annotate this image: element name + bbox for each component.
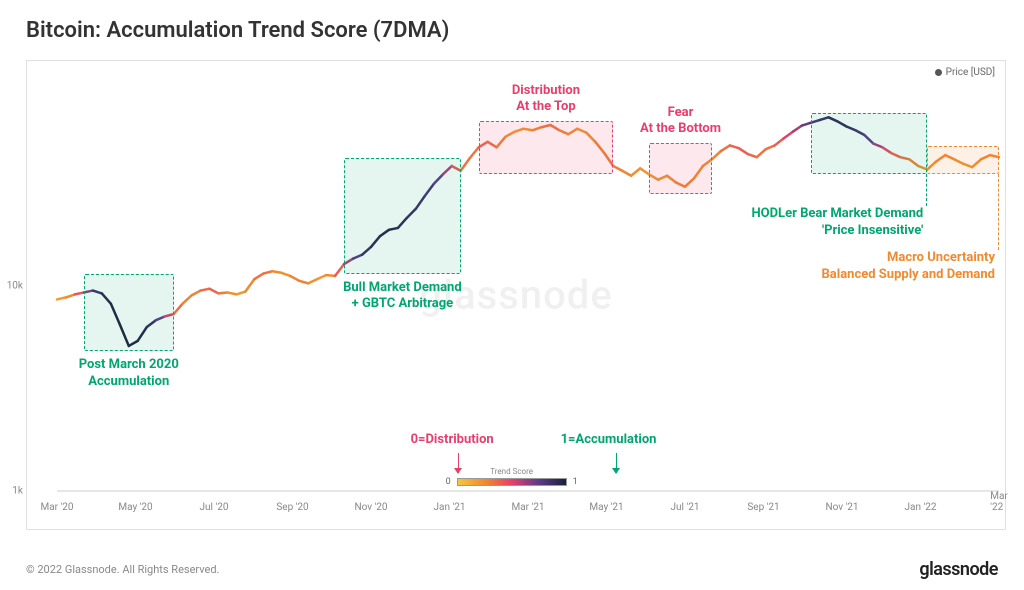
x-tick-label: Mar '21 [511,502,544,513]
x-tick-label: May '20 [118,502,152,513]
x-tick-label: Jan '22 [905,502,937,513]
legend: Price [USD] [935,67,995,78]
x-tick-label: Jan '21 [434,502,466,513]
annotation-label-fear-bottom: Fear At the Bottom [640,105,721,138]
annotation-connector-hodler [926,174,927,206]
chart-area: Price [USD] glassnode 1k10k Mar '20May '… [26,60,1006,530]
scale-right-arrow-icon [616,453,618,473]
annotation-label-post-march-2020: Post March 2020 Accumulation [79,357,179,390]
x-tick-label: Sep '21 [747,502,779,513]
footer: © 2022 Glassnode. All Rights Reserved. g… [26,559,998,580]
x-tick-label: Nov '20 [354,502,387,513]
x-tick-label: Mar '22 [990,491,1008,513]
annotation-box-dist-top [479,121,614,175]
annotation-box-bull-gbtc [344,158,461,273]
trend-scale-bar: Trend Score [457,478,567,486]
chart-title: Bitcoin: Accumulation Trend Score (7DMA) [26,18,449,43]
x-tick-label: Nov '21 [825,502,858,513]
annotation-label-macro: Macro Uncertainty Balanced Supply and De… [822,250,996,283]
trend-scale-max: 1 [573,477,578,487]
annotation-label-hodler: HODLer Bear Market Demand 'Price Insensi… [751,206,923,239]
annotation-box-macro [927,146,999,174]
trend-scale-min: 0 [446,477,451,487]
trend-scale-title: Trend Score [490,467,533,476]
copyright: © 2022 Glassnode. All Rights Reserved. [26,563,219,576]
scale-left-label: 0=Distribution [411,432,494,447]
x-tick-label: Jul '21 [671,502,700,513]
x-tick-label: May '21 [589,502,623,513]
y-tick-label: 10k [7,281,23,292]
legend-label: Price [USD] [946,67,995,78]
x-tick-label: Sep '20 [276,502,308,513]
scale-right-label: 1=Accumulation [561,432,657,447]
annotation-box-hodler [811,113,928,175]
brand-logo: glassnode [919,559,998,580]
annotation-box-fear-bottom [649,143,712,195]
annotation-connector-macro [998,174,999,250]
scale-left-arrow-icon [458,453,460,473]
annotation-label-bull-gbtc: Bull Market Demand + GBTC Arbitrage [343,280,462,313]
x-tick-label: Mar '20 [40,502,73,513]
x-tick-label: Jul '20 [200,502,229,513]
legend-dot-icon [935,69,942,76]
annotation-box-post-march-2020 [84,274,174,352]
trend-scale: 0 Trend Score 1 [446,477,578,487]
annotation-label-dist-top: Distribution At the Top [512,83,580,116]
y-tick-label: 1k [12,486,23,497]
